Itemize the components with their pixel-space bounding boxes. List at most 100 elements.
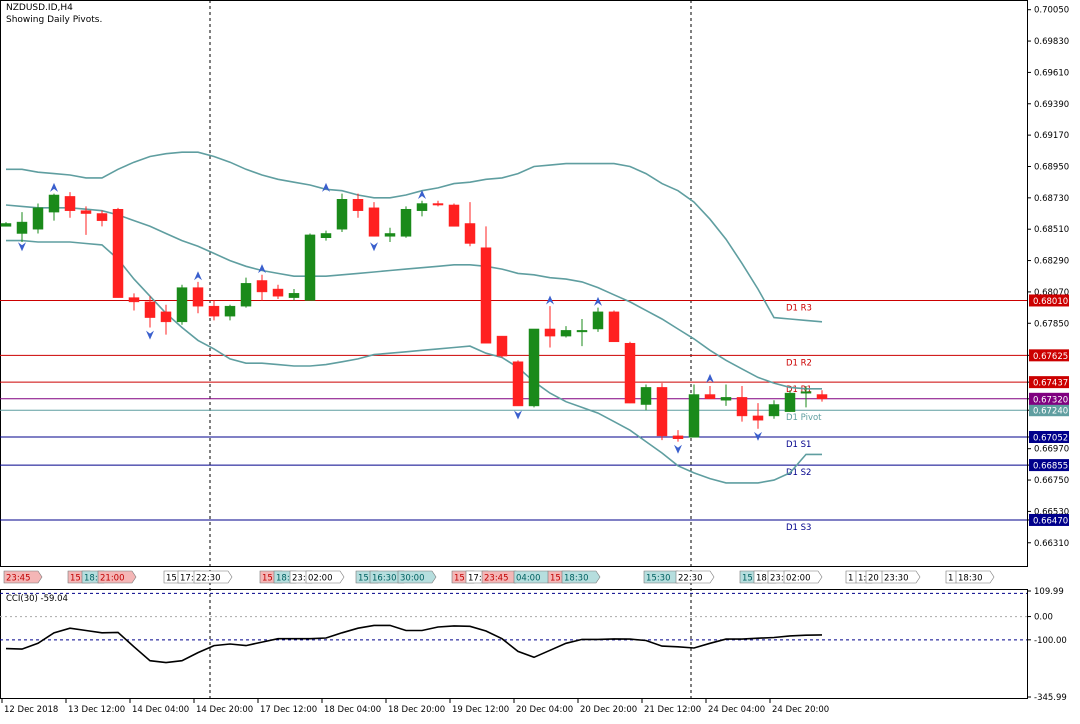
- session-tag-label: 15:: [70, 574, 84, 584]
- time-axis-label: 12 Dec 2018: [4, 705, 58, 715]
- price-tag: [1029, 459, 1069, 472]
- cci-axis-label: -345.99: [1034, 693, 1067, 703]
- session-tag-label: 23:45: [6, 574, 31, 584]
- time-axis-label: 21 Dec 12:00: [644, 705, 701, 715]
- candle-body: [528, 328, 540, 407]
- price-tag: [1029, 431, 1069, 444]
- bollinger-middle-line: [5, 204, 822, 390]
- candle-body: [752, 415, 764, 421]
- candle-body: [464, 223, 476, 244]
- session-tag: [305, 570, 345, 584]
- session-tag-label: 18:: [84, 574, 98, 584]
- price-axis-label: 0.67850: [1034, 319, 1069, 329]
- fractal-arrow-down-icon: [674, 444, 682, 454]
- pivot-label: D1 S3: [786, 523, 811, 533]
- fractal-arrow-down-icon: [18, 242, 26, 252]
- candle-body: [48, 194, 60, 213]
- price-tag-label: 0.67052: [1033, 434, 1068, 444]
- candle-body: [672, 435, 684, 439]
- chart-symbol-title: NZDUSD.ID,H4: [6, 3, 73, 13]
- price-axis-label: 0.69830: [1034, 37, 1069, 47]
- session-tag: [783, 570, 823, 584]
- candle-body: [32, 207, 44, 230]
- session-tag-label: 22:30: [196, 574, 221, 584]
- time-axis-label: 20 Dec 20:00: [580, 705, 637, 715]
- time-axis-label: 14 Dec 20:00: [196, 705, 253, 715]
- candle-body: [704, 394, 716, 400]
- price-tag: [1029, 513, 1069, 526]
- time-axis-label: 18 Dec 20:00: [388, 705, 445, 715]
- session-tag-label: 17:: [180, 574, 194, 584]
- session-tag-label: 15:: [262, 574, 276, 584]
- session-tag-label: 18:: [756, 574, 770, 584]
- fractal-arrow-down-icon: [146, 330, 154, 340]
- candle-body: [144, 301, 156, 318]
- candle-body: [416, 203, 428, 211]
- candle-body: [576, 330, 588, 333]
- price-axis-label: 0.66970: [1034, 445, 1069, 455]
- bollinger-upper-line: [6, 151, 823, 323]
- pivot-label: D1 R2: [786, 358, 812, 368]
- cci-axis-label: -100.00: [1034, 636, 1067, 646]
- time-axis-label: 24 Dec 20:00: [772, 705, 829, 715]
- price-axis-label: 0.66750: [1034, 476, 1069, 486]
- cci-plot-frame: [0, 589, 1028, 699]
- price-axis-label: 0.68950: [1034, 162, 1069, 172]
- session-tag-label: 04:00: [516, 574, 541, 584]
- time-axis-label: 19 Dec 12:00: [452, 705, 509, 715]
- price-tag-label: 0.68010: [1033, 297, 1068, 307]
- candle-body: [16, 221, 28, 234]
- session-tag-label: 21:00: [100, 574, 125, 584]
- price-axis-label: 0.68070: [1034, 288, 1069, 298]
- price-axis-label: 0.69610: [1034, 68, 1069, 78]
- candle-body: [336, 199, 348, 230]
- session-tag-label: 15:: [358, 574, 372, 584]
- cci-axis-label: 0.00: [1034, 613, 1053, 623]
- candle-body: [192, 287, 204, 307]
- candle-body: [96, 213, 108, 221]
- session-tag-label: 16:30: [372, 574, 397, 584]
- pivot-label: D1 S2: [786, 468, 811, 478]
- session-tag-label: 02:00: [308, 574, 333, 584]
- session-tag-label: 23:: [292, 574, 306, 584]
- candle-body: [64, 196, 76, 211]
- price-axis-label: 0.68510: [1034, 225, 1069, 235]
- candle-body: [480, 247, 492, 344]
- time-axis-label: 18 Dec 04:00: [324, 705, 381, 715]
- candle-body: [368, 207, 380, 237]
- price-tag-label: 0.67625: [1033, 352, 1068, 362]
- price-axis-label: 0.69390: [1034, 100, 1069, 110]
- price-tag-label: 0.66855: [1033, 462, 1068, 472]
- fractal-arrow-down-icon: [514, 410, 522, 420]
- fractal-arrow-up-icon: [322, 182, 330, 192]
- session-tag-label: 02:00: [786, 574, 811, 584]
- candle-body: [608, 311, 620, 343]
- session-tag-label: 15:: [454, 574, 468, 584]
- session-tag-label: 22:30: [678, 574, 703, 584]
- session-tag-label: 18:30: [564, 574, 589, 584]
- session-tag-label: 15:: [166, 574, 180, 584]
- session-tag-label: 1: [948, 574, 953, 584]
- session-tag-label: 20: [868, 574, 879, 584]
- candle-body: [400, 208, 412, 237]
- main-plot-frame: [0, 0, 1028, 567]
- session-tag: [397, 570, 437, 584]
- candle-body: [624, 342, 636, 404]
- price-axis-label: 0.66530: [1034, 507, 1069, 517]
- session-tag-label: 23:45: [484, 574, 509, 584]
- candle-body: [80, 210, 92, 214]
- candle-body: [288, 293, 300, 298]
- price-tag: [1029, 294, 1069, 307]
- candle-body: [784, 392, 796, 412]
- candle-body: [768, 404, 780, 417]
- session-tag: [97, 570, 137, 584]
- candle-body: [240, 283, 252, 307]
- candle-body: [496, 335, 508, 357]
- candle-body: [800, 391, 812, 394]
- fractal-arrow-down-icon: [754, 431, 762, 441]
- price-tag-label: 0.67437: [1033, 379, 1068, 389]
- candle-body: [560, 330, 572, 337]
- candles-group: [0, 192, 828, 442]
